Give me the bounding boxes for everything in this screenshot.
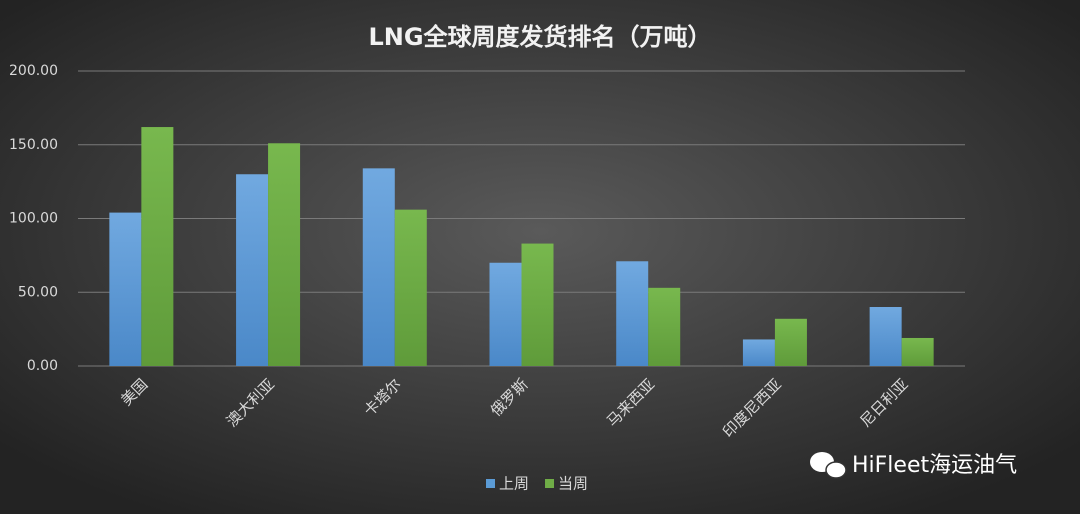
bar [774, 318, 807, 366]
y-tick-label: 200.00 [9, 63, 58, 79]
watermark: HiFleet海运油气 [810, 452, 1017, 479]
bar [742, 339, 775, 366]
bar [521, 243, 554, 366]
bar [489, 262, 522, 366]
y-tick-label: 50.00 [18, 284, 58, 300]
y-tick-label: 0.00 [27, 358, 58, 374]
legend-swatch [486, 479, 495, 488]
watermark-text: HiFleet海运油气 [852, 453, 1017, 478]
bar [616, 261, 649, 366]
wechat-icon [825, 461, 847, 479]
bar [648, 287, 681, 366]
bar [141, 127, 174, 366]
chart-title: LNG全球周度发货排名（万吨） [368, 23, 711, 51]
bar [109, 212, 142, 366]
bar [394, 209, 427, 366]
bar [362, 168, 395, 366]
bar [869, 307, 902, 366]
legend-label: 当周 [558, 475, 588, 493]
y-tick-label: 150.00 [9, 137, 58, 153]
y-tick-label: 100.00 [9, 211, 58, 227]
legend-swatch [545, 479, 555, 488]
bar [236, 174, 269, 366]
bar [268, 143, 301, 366]
legend-label: 上周 [499, 475, 529, 493]
bar [901, 337, 934, 366]
